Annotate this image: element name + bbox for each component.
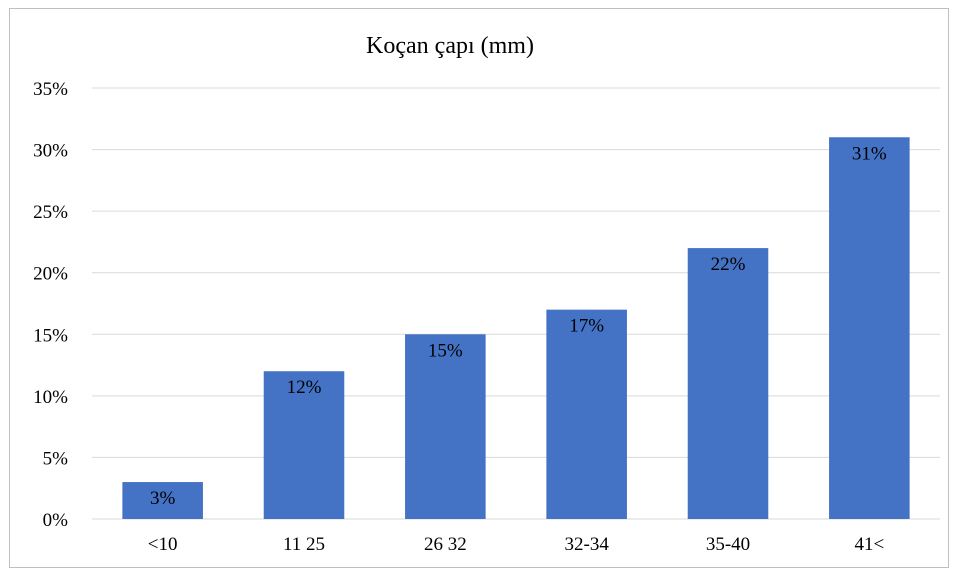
bars: [122, 137, 910, 520]
y-tick-label: 30%: [33, 141, 68, 162]
x-tick-label: 32-34: [565, 534, 610, 555]
data-label: 3%: [150, 488, 176, 509]
bar: [829, 137, 910, 519]
y-axis-ticks: 0% 5% 10% 15% 20% 25% 30% 35%: [33, 79, 68, 531]
data-label: 15%: [428, 340, 463, 361]
y-tick-label: 10%: [33, 387, 68, 408]
bar: [687, 248, 769, 520]
bar: [546, 309, 627, 519]
bar: [122, 482, 203, 519]
chart-title: Koçan çapı (mm): [366, 33, 534, 59]
y-tick-label: 25%: [33, 202, 68, 223]
gridlines: [92, 87, 940, 520]
data-label: 22%: [711, 254, 746, 275]
bar-chart: 0% 5% 10% 15% 20% 25% 30% 35% <10 11 25 26 32 32-3…: [33, 33, 940, 555]
x-tick-label: 41<: [854, 534, 884, 555]
data-labels: 3% 12% 15% 17% 22% 31%: [150, 143, 887, 509]
y-tick-label: 0%: [43, 510, 69, 531]
data-label: 17%: [569, 316, 604, 337]
bar: [405, 334, 486, 519]
x-tick-label: 35-40: [706, 534, 750, 555]
chart-frame: 0% 5% 10% 15% 20% 25% 30% 35% <10 11 25 26 32 32-3…: [9, 8, 949, 568]
y-tick-label: 35%: [33, 79, 68, 100]
y-tick-label: 15%: [33, 325, 68, 346]
data-label: 31%: [852, 143, 887, 164]
y-tick-label: 5%: [43, 448, 69, 469]
x-tick-label: 11 25: [283, 534, 325, 555]
x-tick-label: 26 32: [424, 534, 467, 555]
x-axis-ticks: <10 11 25 26 32 32-34 35-40 41<: [148, 534, 884, 555]
x-tick-label: <10: [148, 534, 178, 555]
bar: [263, 371, 345, 519]
data-label: 12%: [287, 377, 322, 398]
y-tick-label: 20%: [33, 264, 68, 285]
